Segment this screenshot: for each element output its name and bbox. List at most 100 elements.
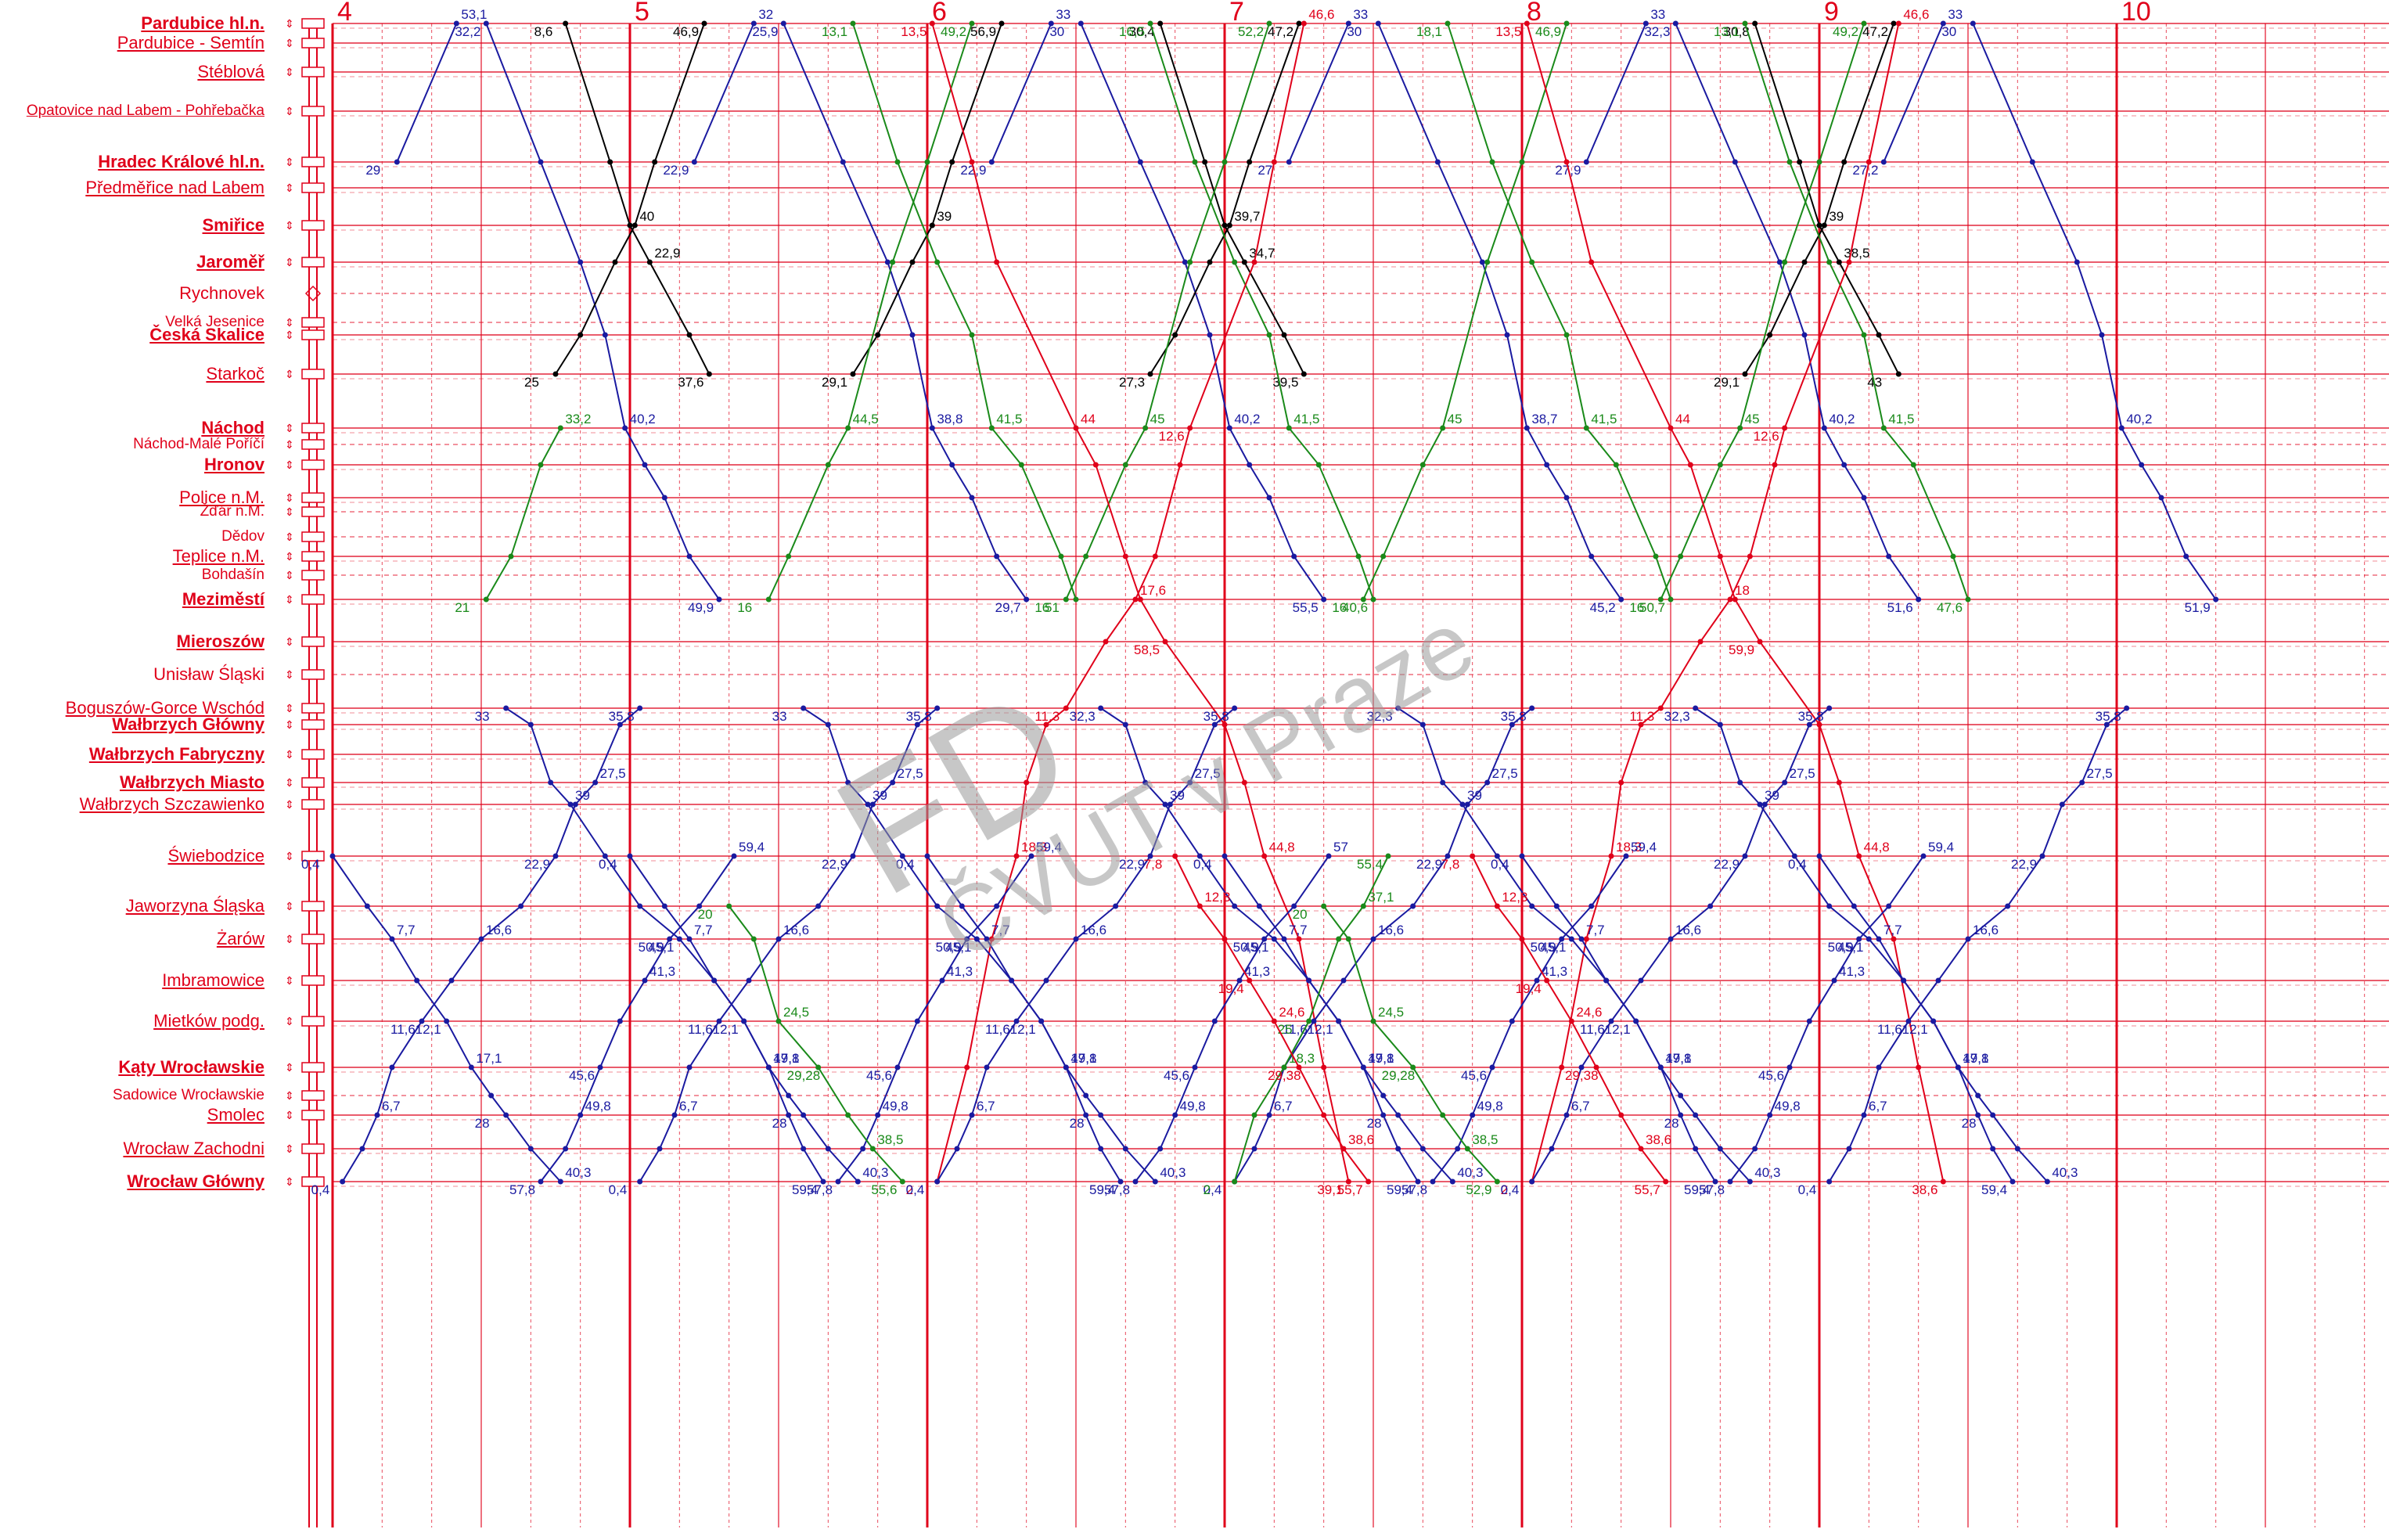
stop-dot bbox=[548, 779, 554, 786]
stop-dot bbox=[835, 1178, 841, 1185]
train-path: 21 33,2 bbox=[455, 412, 591, 615]
train-time-label: 33 bbox=[1353, 7, 1368, 22]
station-label: Smiřice bbox=[202, 215, 265, 235]
stop-dot bbox=[1395, 705, 1401, 711]
train-line bbox=[1972, 23, 2217, 600]
stop-dot bbox=[1063, 705, 1069, 711]
stop-dot bbox=[1776, 259, 1783, 265]
stop-dot bbox=[1553, 903, 1560, 909]
stop-dot bbox=[364, 903, 370, 909]
stop-dot bbox=[1519, 936, 1525, 942]
stop-dot bbox=[1132, 596, 1139, 603]
train-time-label: 0,4 bbox=[609, 1182, 628, 1197]
stop-dot bbox=[1038, 1018, 1045, 1024]
train-line bbox=[540, 855, 735, 1182]
stop-dot bbox=[1732, 596, 1738, 603]
station-symbol bbox=[301, 459, 325, 470]
stop-dot bbox=[1266, 1112, 1272, 1118]
station-symbol bbox=[301, 1110, 325, 1121]
train-path: 13,1 41,5 47,6 bbox=[1714, 20, 1971, 615]
stop-dot bbox=[884, 259, 890, 265]
stop-dot bbox=[1063, 1064, 1069, 1070]
train-time-label: 27,5 bbox=[2087, 766, 2113, 781]
stop-dot bbox=[1117, 1178, 1124, 1185]
stop-dot bbox=[1434, 159, 1441, 165]
stop-dot bbox=[1841, 462, 1848, 468]
track-arrow: ⇕ bbox=[285, 900, 294, 912]
train-time-label: 55,7 bbox=[1635, 1182, 1660, 1197]
train-time-label: 45 bbox=[1448, 412, 1463, 426]
stop-dot bbox=[1821, 425, 1827, 431]
stop-dot bbox=[1009, 977, 1015, 984]
train-time-label: 50,9 bbox=[1828, 940, 1854, 955]
train-path: 32,2 40,2 49,9 bbox=[455, 20, 722, 615]
train-path: 22,933 bbox=[960, 7, 1070, 178]
train-time-label: 49,9 bbox=[688, 600, 714, 615]
stop-dot bbox=[1563, 495, 1570, 501]
train-time-label: 50,9 bbox=[936, 940, 962, 955]
track-arrow: ⇕ bbox=[285, 635, 294, 648]
stop-dot bbox=[374, 1112, 380, 1118]
train-line bbox=[1224, 855, 1454, 1182]
stop-dot bbox=[1767, 332, 1773, 338]
track-arrow: ⇕ bbox=[285, 1089, 294, 1102]
stop-dot bbox=[642, 977, 648, 984]
stop-dot bbox=[899, 1178, 905, 1185]
stop-dot bbox=[1678, 553, 1684, 560]
train-time-label: 49,8 bbox=[1070, 1051, 1096, 1066]
train-path: 13,1 41,5 51 bbox=[822, 20, 1079, 615]
stop-dot bbox=[1668, 425, 1674, 431]
train-time-label: 38,7 bbox=[1531, 412, 1557, 426]
track-arrow: ⇕ bbox=[285, 593, 294, 606]
train-time-label: 39,5 bbox=[1272, 375, 1298, 390]
stop-dot bbox=[934, 1178, 941, 1185]
stop-dot bbox=[1306, 977, 1312, 984]
stop-dot bbox=[617, 1018, 623, 1024]
track-arrow: ⇕ bbox=[285, 1061, 294, 1074]
stop-dot bbox=[1613, 462, 1619, 468]
train-time-label: 44,8 bbox=[1864, 840, 1890, 855]
train-path: 0,4 6,7 11,6 16,6 22,9 27,5 35,8 bbox=[906, 705, 1238, 1197]
stop-dot bbox=[453, 20, 459, 27]
stop-dot bbox=[1534, 977, 1540, 984]
stop-dot bbox=[890, 779, 896, 786]
train-time-label: 13,5 bbox=[901, 24, 926, 39]
stop-dot bbox=[1712, 1178, 1718, 1185]
train-time-label: 41,5 bbox=[1293, 412, 1319, 426]
stop-dot bbox=[1559, 936, 1565, 942]
train-time-label: 12,3 bbox=[1204, 890, 1230, 905]
train-time-label: 27 bbox=[1257, 163, 1272, 178]
stop-dot bbox=[329, 853, 336, 859]
stop-dot bbox=[1767, 1112, 1773, 1118]
stop-dot bbox=[597, 1064, 603, 1070]
train-time-label: 27,5 bbox=[1790, 766, 1815, 781]
train-time-label: 11,6 bbox=[1580, 1022, 1605, 1037]
stop-dot bbox=[1638, 1146, 1644, 1152]
stop-dot bbox=[969, 495, 975, 501]
hour-label: 4 bbox=[337, 0, 352, 27]
train-time-label: 32,3 bbox=[1367, 709, 1393, 724]
stop-dot bbox=[869, 801, 876, 808]
train-line bbox=[1521, 855, 1751, 1182]
train-line bbox=[926, 855, 1157, 1182]
stop-dot bbox=[1360, 1064, 1366, 1070]
stop-dot bbox=[1375, 20, 1381, 27]
stop-dot bbox=[929, 20, 935, 27]
station-label: Sadowice Wrocławskie bbox=[113, 1087, 264, 1103]
stop-dot bbox=[340, 1178, 346, 1185]
stop-dot bbox=[914, 1018, 920, 1024]
train-time-label: 45,6 bbox=[1461, 1068, 1487, 1083]
train-path: 16 45 49,2 bbox=[1629, 20, 1867, 615]
stop-dot bbox=[577, 332, 584, 338]
track-arrow: ⇕ bbox=[285, 329, 294, 341]
train-path: 0,4 6,7 11,6 16,6 22,9 27,5 35,8 bbox=[1203, 705, 1535, 1197]
train-path: 0,4 7,7 12,1 17,1 28 40,3 bbox=[599, 853, 888, 1185]
stop-dot bbox=[949, 159, 955, 165]
stop-dot bbox=[1365, 1178, 1372, 1185]
stop-dot bbox=[994, 259, 1000, 265]
train-time-label: 12,6 bbox=[1754, 429, 1779, 444]
stop-dot bbox=[1816, 159, 1822, 165]
stop-dot bbox=[1152, 1178, 1158, 1185]
stop-dot bbox=[2099, 332, 2105, 338]
stop-dot bbox=[765, 1064, 772, 1070]
